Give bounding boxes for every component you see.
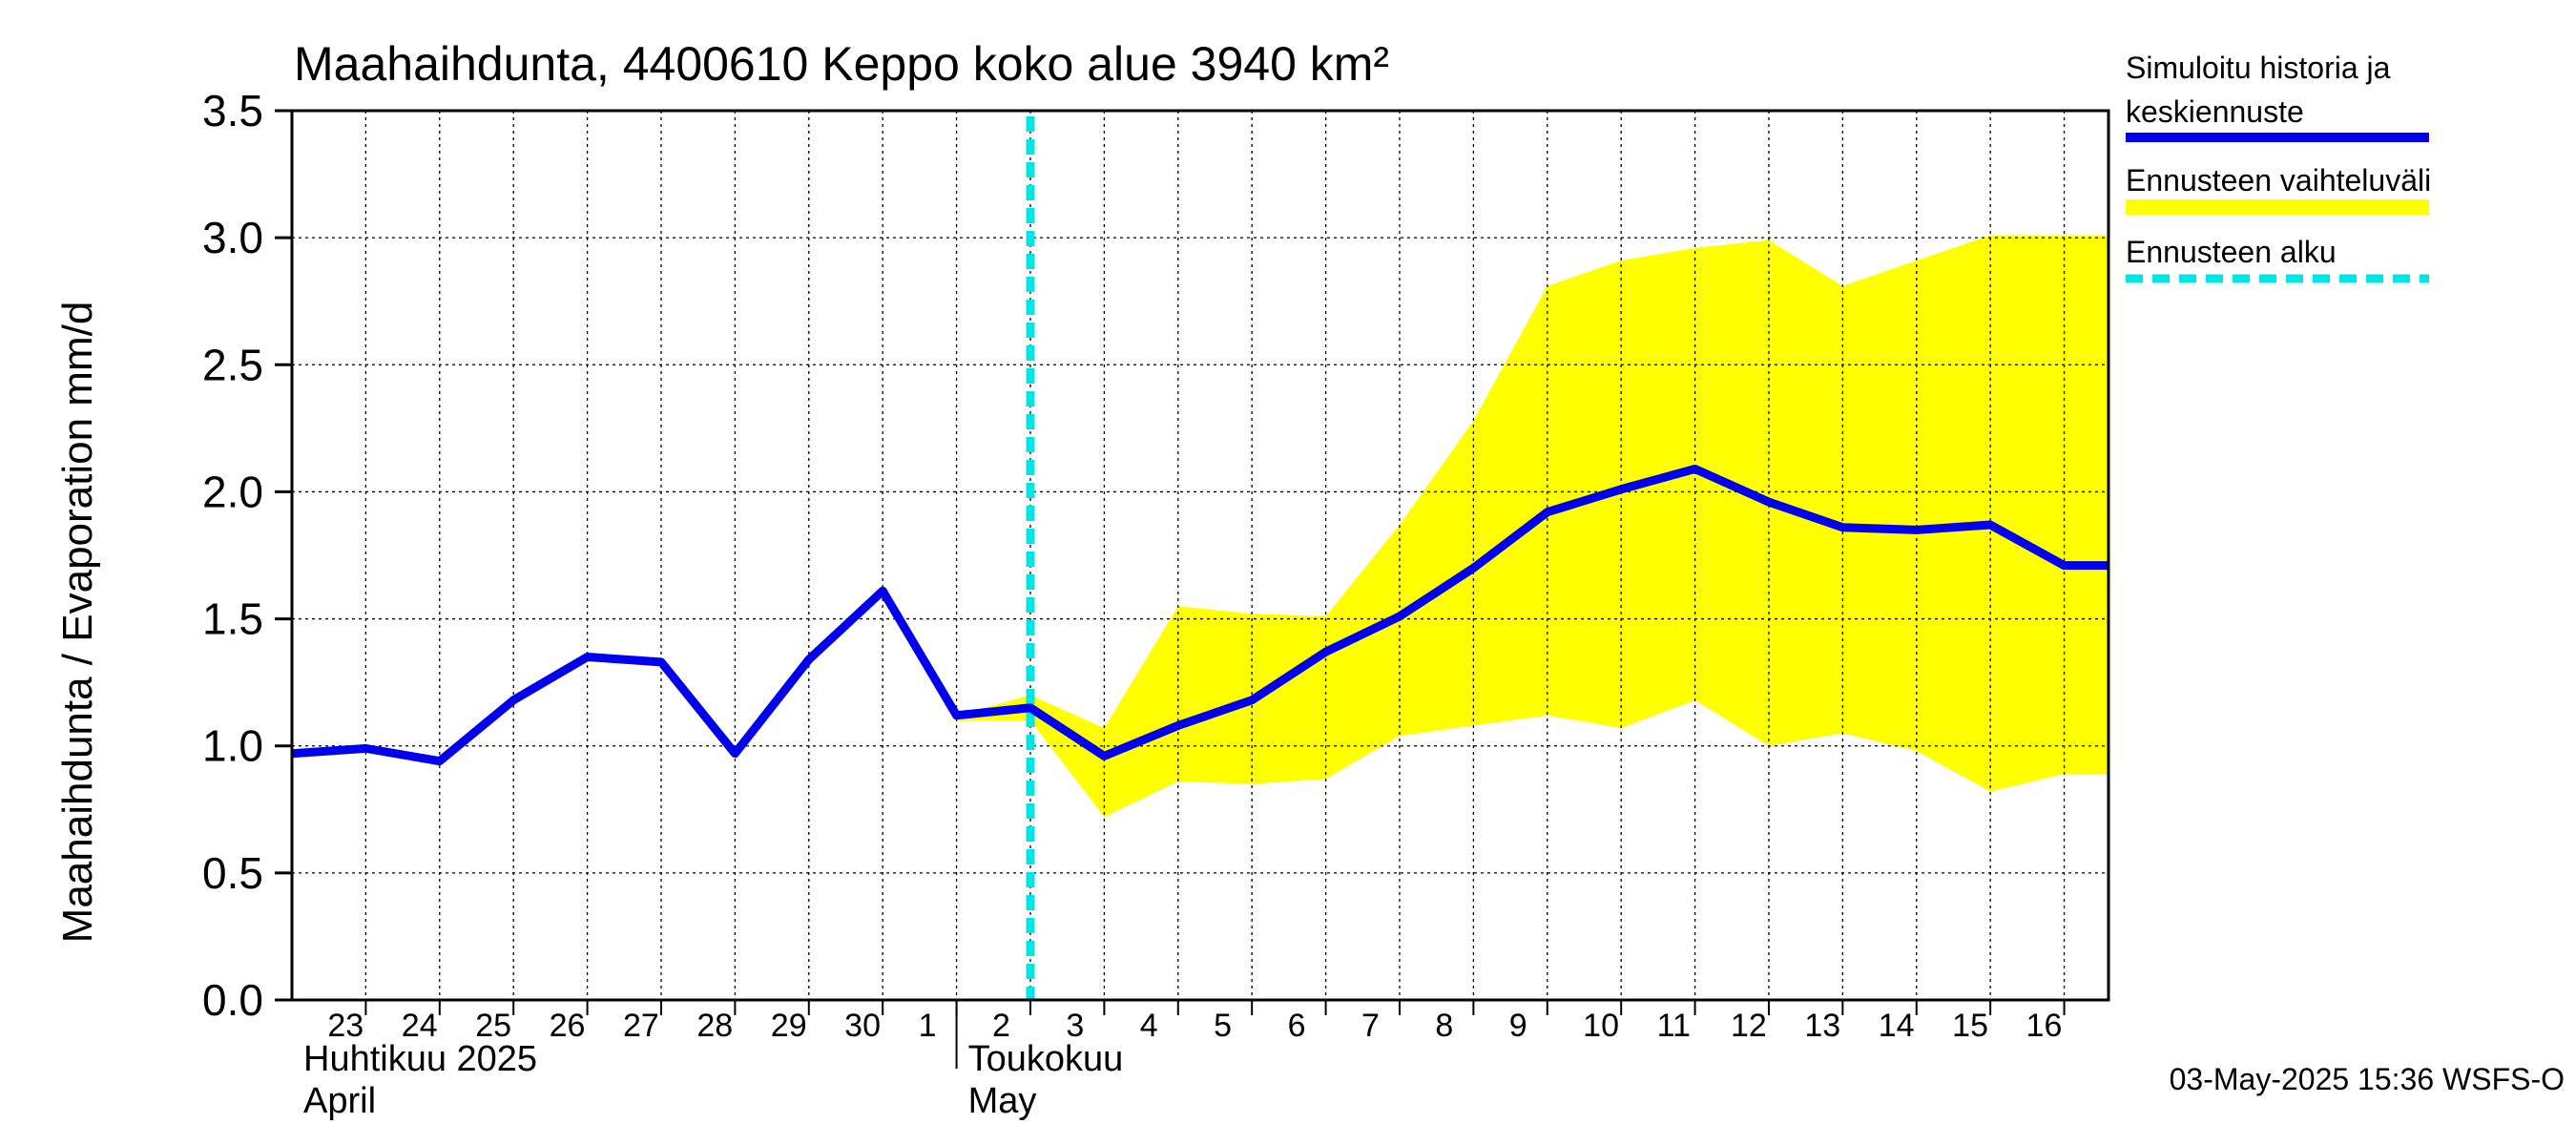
legend: Simuloitu historia ja keskiennuste Ennus… (2126, 51, 2431, 283)
x-tick-label: 2 (992, 1008, 1010, 1044)
y-tick-layer: 0.0 0.5 1.0 1.5 2.0 2.5 3.0 3.5 (202, 86, 292, 1025)
grid-layer (292, 111, 2109, 1000)
y-tick-label: 2.0 (202, 467, 263, 516)
x-tick-layer: 23 24 25 26 27 28 29 30 1 2 3 4 5 6 7 8 9 10 11 12 13 14 15 16H… (303, 1000, 2066, 1121)
x-tick-label: 25 (475, 1008, 511, 1044)
chart-title: Maahaihdunta, 4400610 Keppo koko alue 39… (294, 37, 1389, 91)
x-tick-label: 9 (1509, 1008, 1527, 1044)
y-tick-label: 3.0 (202, 213, 263, 262)
plot-frame (290, 109, 2110, 1002)
legend-forecast-label: Ennusteen alku (2126, 235, 2337, 269)
month-label-fi: Huhtikuu 2025 (303, 1039, 537, 1079)
history-forecast-line (291, 464, 2109, 766)
x-tick-label: 6 (1288, 1008, 1306, 1044)
y-tick-label: 1.0 (202, 721, 263, 771)
x-tick-label: 8 (1435, 1008, 1453, 1044)
y-tick-label: 0.5 (202, 848, 263, 898)
month-label-en: April (303, 1081, 376, 1121)
x-tick-label: 15 (1952, 1008, 1988, 1044)
x-tick-label: 13 (1804, 1008, 1840, 1044)
x-tick-label: 23 (327, 1008, 364, 1044)
x-tick-label: 26 (550, 1008, 586, 1044)
x-tick-label: 10 (1583, 1008, 1619, 1044)
x-tick-label: 1 (919, 1008, 937, 1044)
x-tick-label: 7 (1361, 1008, 1380, 1044)
x-tick-label: 16 (2026, 1008, 2063, 1044)
x-tick-label: 27 (623, 1008, 659, 1044)
x-tick-label: 4 (1140, 1008, 1158, 1044)
x-tick-label: 14 (1879, 1008, 1915, 1044)
y-tick-label: 1.5 (202, 594, 263, 644)
legend-band-label: Ennusteen vaihteluväli (2126, 163, 2431, 198)
month-label-fi: Toukokuu (968, 1039, 1124, 1079)
y-tick-label: 2.5 (202, 340, 263, 389)
footer-timestamp: 03-May-2025 15:36 WSFS-O (2170, 1062, 2565, 1096)
x-tick-label: 12 (1731, 1008, 1767, 1044)
y-axis-label: Maahaihdunta / Evaporation mm/d (54, 302, 101, 944)
x-tick-label: 29 (771, 1008, 807, 1044)
x-tick-label: 28 (696, 1008, 733, 1044)
x-tick-label: 24 (402, 1008, 438, 1044)
y-tick-label: 3.5 (202, 86, 263, 135)
y-tick-label: 0.0 (202, 975, 263, 1025)
x-tick-label: 5 (1214, 1008, 1232, 1044)
legend-history-label-line2: keskiennuste (2126, 94, 2304, 129)
x-tick-label: 3 (1066, 1008, 1084, 1044)
month-label-en: May (968, 1081, 1037, 1121)
x-tick-label: 30 (844, 1008, 881, 1044)
legend-history-label-line1: Simuloitu historia ja (2126, 51, 2391, 85)
x-tick-label: 11 (1657, 1008, 1691, 1044)
